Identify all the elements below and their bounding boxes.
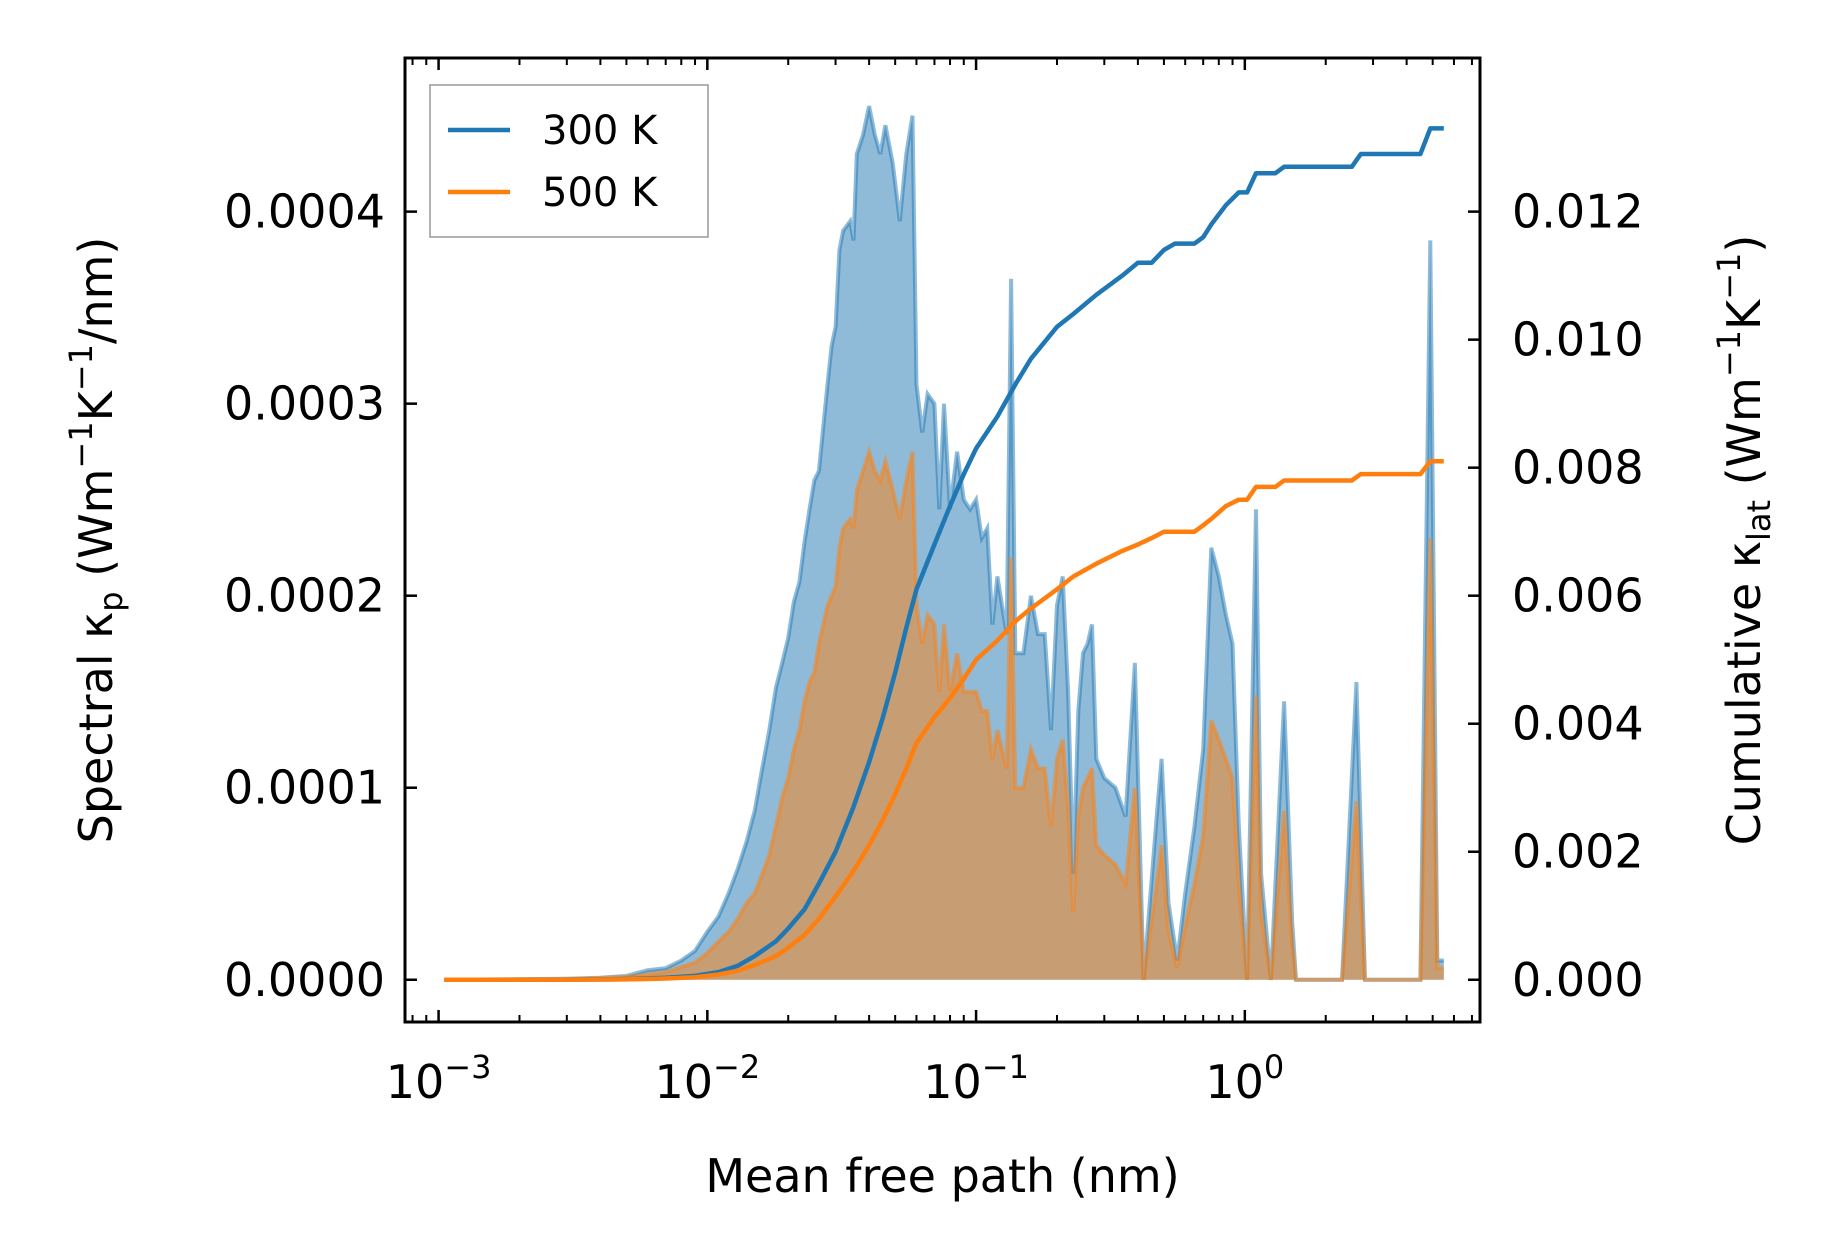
y-right-tick-label: 0.008 xyxy=(1512,441,1644,495)
legend-label: 300 K xyxy=(542,108,659,154)
y-right-tick-label: 0.004 xyxy=(1512,697,1644,751)
x-tick-label: 10−1 xyxy=(923,1048,1029,1109)
y-right-axis-title: Cumulative κlat (Wm−1K−1) xyxy=(1710,235,1778,846)
axis-ticks xyxy=(405,58,1480,1022)
y-right-tick-label: 0.000 xyxy=(1512,953,1644,1007)
plot-frame xyxy=(403,56,1482,1024)
legend-label: 500 K xyxy=(542,170,659,216)
y-right-tick-label: 0.012 xyxy=(1512,185,1644,239)
y-left-tick-label: 0.0001 xyxy=(224,761,385,815)
y-right-tick-label: 0.006 xyxy=(1512,569,1644,623)
y-left-tick-label: 0.0000 xyxy=(224,953,385,1007)
y-left-tick-label: 0.0004 xyxy=(224,185,385,239)
y-right-tick-label: 0.002 xyxy=(1512,825,1644,879)
spectral-fill-300k xyxy=(444,106,1444,980)
y-left-tick-label: 0.0003 xyxy=(224,377,385,431)
x-tick-label: 10−2 xyxy=(654,1048,760,1109)
x-axis-title: Mean free path (nm) xyxy=(705,1149,1179,1203)
legend-box xyxy=(429,84,709,238)
y-left-axis-title: Spectral κp (Wm−1K−1/nm) xyxy=(62,237,130,844)
y-left-tick-label: 0.0002 xyxy=(224,569,385,623)
cumulative-line-300k xyxy=(444,126,1444,983)
spectral-line-500k xyxy=(444,444,1444,982)
x-tick-label: 100 xyxy=(1205,1048,1284,1109)
x-tick-label: 10−3 xyxy=(386,1048,492,1109)
legend: 300 K 500 K xyxy=(429,84,709,238)
cumulative-lines xyxy=(444,126,1444,983)
cumulative-line-500k xyxy=(444,459,1444,983)
spectral-fill-500k xyxy=(444,451,1444,980)
y-right-tick-label: 0.010 xyxy=(1512,313,1644,367)
axis-labels: 10−3 10−2 10−1 100 0.0000 0.0001 0.0002 0.0003 0… xyxy=(62,185,1778,1203)
spectral-fills xyxy=(444,105,1444,982)
spectral-line-300k xyxy=(444,105,1444,982)
